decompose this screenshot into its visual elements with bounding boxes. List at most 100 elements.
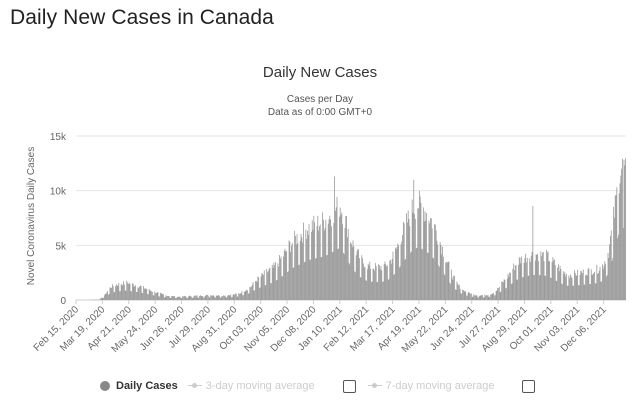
daily-case-bar[interactable] — [128, 282, 130, 300]
daily-case-bar[interactable] — [520, 263, 522, 300]
daily-case-bar[interactable] — [353, 246, 355, 300]
daily-case-bar[interactable] — [260, 276, 262, 300]
daily-case-bar[interactable] — [594, 283, 596, 300]
daily-case-bar[interactable] — [556, 281, 558, 300]
daily-case-bar[interactable] — [254, 290, 256, 300]
daily-case-bar[interactable] — [371, 281, 373, 300]
daily-case-bar[interactable] — [389, 260, 391, 300]
daily-case-bar[interactable] — [558, 264, 559, 300]
daily-case-bar[interactable] — [375, 266, 377, 300]
daily-case-bar[interactable] — [130, 291, 132, 300]
checkbox-7day-average[interactable] — [522, 379, 536, 393]
daily-case-bar[interactable] — [199, 295, 201, 300]
daily-case-bar[interactable] — [319, 226, 320, 300]
daily-case-bar[interactable] — [441, 254, 443, 300]
daily-case-bar[interactable] — [420, 202, 422, 300]
daily-case-bar[interactable] — [219, 297, 221, 300]
daily-case-bar[interactable] — [156, 292, 158, 300]
daily-case-bar[interactable] — [183, 296, 185, 300]
daily-case-bar[interactable] — [133, 286, 135, 301]
daily-case-bar[interactable] — [569, 277, 571, 300]
daily-case-bar[interactable] — [142, 293, 144, 300]
daily-case-bar[interactable] — [491, 294, 493, 300]
daily-case-bar[interactable] — [607, 252, 609, 300]
daily-case-bar[interactable] — [488, 296, 490, 300]
daily-case-bar[interactable] — [169, 297, 171, 300]
daily-case-bar[interactable] — [566, 285, 568, 300]
daily-case-bar[interactable] — [374, 263, 376, 300]
daily-case-bar[interactable] — [171, 295, 173, 300]
daily-case-bar[interactable] — [570, 274, 571, 300]
daily-case-bar[interactable] — [506, 278, 508, 300]
daily-case-bar[interactable] — [564, 271, 566, 300]
daily-case-bar[interactable] — [336, 196, 338, 300]
daily-case-bar[interactable] — [144, 288, 146, 301]
daily-case-bar[interactable] — [175, 298, 177, 300]
daily-case-bar[interactable] — [279, 258, 281, 300]
daily-case-bar[interactable] — [615, 195, 617, 300]
daily-case-bar[interactable] — [499, 292, 501, 300]
daily-case-bar[interactable] — [515, 265, 517, 300]
daily-case-bar[interactable] — [577, 269, 579, 300]
daily-case-bar[interactable] — [445, 262, 447, 300]
daily-case-bar[interactable] — [332, 251, 334, 300]
daily-case-bar[interactable] — [438, 265, 439, 300]
daily-case-bar[interactable] — [107, 291, 108, 300]
daily-case-bar[interactable] — [224, 295, 226, 300]
daily-case-bar[interactable] — [357, 248, 359, 300]
daily-case-bar[interactable] — [586, 274, 587, 300]
daily-case-bar[interactable] — [100, 297, 102, 300]
daily-case-bar[interactable] — [442, 256, 444, 300]
daily-case-bar[interactable] — [211, 295, 212, 300]
daily-case-bar[interactable] — [377, 281, 379, 300]
daily-case-bar[interactable] — [279, 255, 280, 300]
daily-case-bar[interactable] — [540, 251, 542, 300]
daily-case-bar[interactable] — [131, 291, 132, 300]
daily-case-bar[interactable] — [203, 297, 205, 300]
daily-case-bar[interactable] — [352, 240, 354, 300]
daily-case-bar[interactable] — [230, 294, 232, 300]
daily-case-bar[interactable] — [331, 226, 332, 300]
daily-case-bar[interactable] — [537, 253, 539, 300]
daily-case-bar[interactable] — [429, 223, 431, 300]
daily-case-bar[interactable] — [410, 251, 412, 300]
daily-case-bar[interactable] — [487, 295, 489, 300]
daily-case-bar[interactable] — [549, 261, 551, 300]
daily-case-bar[interactable] — [129, 283, 131, 300]
daily-case-bar[interactable] — [312, 229, 314, 300]
daily-case-bar[interactable] — [223, 296, 225, 300]
daily-case-bar[interactable] — [233, 294, 235, 300]
daily-case-bar[interactable] — [402, 221, 404, 300]
daily-case-bar[interactable] — [490, 294, 492, 300]
daily-case-bar[interactable] — [510, 272, 511, 300]
daily-case-bar[interactable] — [434, 224, 436, 300]
daily-case-bar[interactable] — [453, 275, 455, 300]
daily-case-bar[interactable] — [482, 297, 484, 300]
daily-case-bar[interactable] — [248, 293, 250, 300]
daily-case-bar[interactable] — [220, 297, 222, 300]
daily-case-bar[interactable] — [567, 285, 569, 300]
daily-case-bar[interactable] — [471, 296, 473, 300]
daily-case-bar[interactable] — [166, 296, 168, 300]
daily-case-bar[interactable] — [151, 291, 153, 300]
daily-case-bar[interactable] — [247, 290, 248, 300]
daily-case-bar[interactable] — [513, 263, 515, 300]
daily-case-bar[interactable] — [193, 296, 195, 300]
daily-case-bar[interactable] — [530, 261, 531, 300]
daily-case-bar[interactable] — [464, 290, 466, 300]
daily-case-bar[interactable] — [474, 295, 475, 300]
daily-case-bar[interactable] — [469, 292, 471, 300]
daily-case-bar[interactable] — [229, 295, 231, 300]
daily-case-bar[interactable] — [323, 230, 325, 300]
daily-case-bar[interactable] — [531, 251, 533, 300]
daily-case-bar[interactable] — [397, 243, 399, 300]
daily-case-bar[interactable] — [506, 287, 507, 300]
daily-case-bar[interactable] — [530, 255, 532, 300]
daily-case-bar[interactable] — [444, 275, 446, 300]
daily-case-bar[interactable] — [249, 286, 251, 300]
daily-case-bar[interactable] — [541, 256, 543, 300]
daily-case-bar[interactable] — [108, 293, 110, 300]
daily-case-bar[interactable] — [258, 277, 260, 300]
daily-case-bar[interactable] — [613, 206, 615, 300]
daily-case-bar[interactable] — [486, 295, 487, 300]
